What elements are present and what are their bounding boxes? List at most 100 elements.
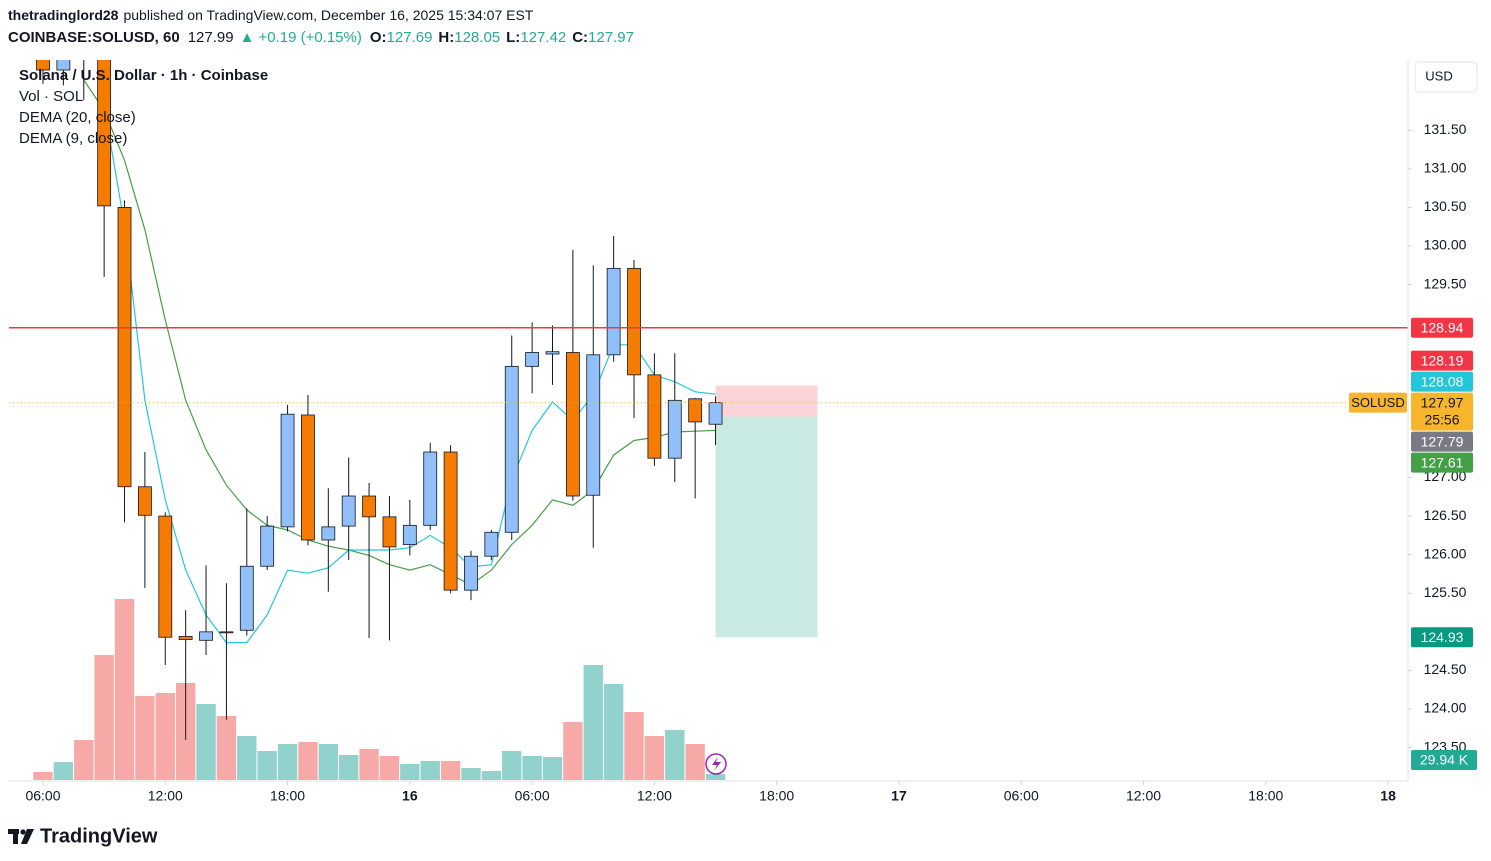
candle-body (362, 495, 376, 518)
y-tick-label: 131.50 (1424, 121, 1467, 137)
volume-bar (33, 772, 53, 780)
x-tick-label: 16 (402, 788, 418, 804)
logo-part (20, 829, 26, 835)
plot-area (9, 60, 1408, 780)
candle-body (443, 451, 458, 591)
entry-price-tag (1411, 431, 1473, 452)
candle-body (301, 414, 315, 541)
candle-body (606, 267, 621, 356)
volume-bar (135, 696, 155, 780)
volume-bar (155, 693, 175, 780)
y-tick-label: 124.00 (1424, 700, 1467, 716)
candle-body (504, 365, 519, 533)
candle-body (667, 399, 682, 459)
candle-body (484, 531, 499, 557)
x-tick-label: 12:00 (637, 788, 672, 804)
indicator-price-tag (1411, 452, 1473, 473)
candle-body (545, 351, 560, 355)
volume-bar (644, 736, 665, 780)
legend: Solana / U.S. Dollar · 1h · Coinbase Vol… (19, 67, 268, 147)
y-tick-label: 126.50 (1424, 507, 1467, 523)
currency-button[interactable]: USD (1414, 61, 1478, 93)
symbol-line: COINBASE:SOLUSD, 60 127.99 ▲ +0.19 (+0.15%)… (8, 29, 634, 46)
volume-bar (481, 771, 502, 780)
y-tick-label: 130.00 (1424, 237, 1467, 253)
published: published on TradingView.com, December 1… (123, 7, 533, 23)
candle-body (36, 60, 50, 71)
currency-button-frame[interactable] (1414, 61, 1478, 93)
indicator-line (83, 79, 716, 586)
x-tick-label: 06:00 (25, 788, 60, 804)
stop-zone (715, 385, 818, 417)
volume-bar (74, 740, 94, 780)
currency-label[interactable]: USD (1425, 68, 1452, 83)
logo-part (13, 829, 18, 844)
volume-tag-label: 29.94 K (1420, 752, 1469, 768)
alert-icon[interactable] (705, 753, 727, 775)
y-tick-label: 126.00 (1424, 545, 1467, 561)
volume-bar (624, 712, 644, 780)
ohlc-value: 127.42 (520, 29, 566, 46)
x-tick-label: 06:00 (1004, 788, 1039, 804)
ohlc-value: 127.97 (588, 29, 634, 46)
candle-body (137, 486, 152, 516)
x-tick-label: 18:00 (270, 788, 305, 804)
legend-entry: DEMA (9, close) (19, 130, 127, 147)
brand-logo: TradingView (8, 825, 158, 847)
symbol: COINBASE:SOLUSD, 60 (8, 29, 180, 46)
ohlc-key: H: (438, 29, 454, 46)
volume-tag (1411, 750, 1477, 770)
change: +0.19 (+0.15%) (258, 29, 361, 46)
ohlc-value: 127.69 (387, 29, 433, 46)
candle-body (423, 451, 438, 526)
volume-bar (196, 704, 216, 780)
volume-bar (277, 744, 298, 780)
indicator-price-tag (1411, 371, 1473, 392)
volume-bar (379, 756, 400, 780)
candle-body (178, 636, 193, 640)
y-tick-label: 125.50 (1424, 584, 1467, 600)
symbol-tag (1349, 392, 1407, 413)
volume-bar (298, 742, 318, 780)
candle-body (341, 495, 356, 527)
x-tick-label: 06:00 (515, 788, 550, 804)
ohlc-value: 128.05 (454, 29, 500, 46)
volume-bar (216, 716, 237, 780)
volume-bar (359, 749, 379, 780)
candle-body (56, 60, 71, 71)
volume-bar (114, 599, 135, 780)
volume-bar (542, 757, 563, 780)
x-tick-label: 18:00 (1248, 788, 1283, 804)
volume-bar (53, 762, 74, 780)
legend-entry: Vol · SOL (19, 88, 83, 105)
entry-price-tag-label: 127.79 (1421, 433, 1464, 449)
volume-bar (563, 722, 583, 780)
y-tick-label: 131.00 (1424, 160, 1467, 176)
ohlc-key: C: (572, 29, 588, 46)
change-arrow: ▲ (240, 29, 255, 46)
candle-body (708, 402, 723, 425)
volume-bar (705, 774, 726, 780)
candle-body (627, 267, 641, 376)
candle-body (565, 352, 580, 497)
candle-body (260, 525, 275, 567)
y-tick-label: 129.50 (1424, 275, 1467, 291)
last-price-tag-label: 127.97 (1421, 394, 1464, 410)
volume-bar (502, 751, 522, 780)
x-tick-label: 17 (891, 788, 907, 804)
target-price-tag-label: 124.93 (1421, 629, 1464, 645)
volume-bar (665, 730, 685, 780)
logo-part (21, 829, 34, 844)
volume-bar (685, 744, 705, 780)
volume-bar (339, 755, 359, 780)
publish-line: thetradinglord28 published on TradingView… (8, 7, 534, 23)
x-tick-label: 18:00 (759, 788, 794, 804)
candle-body (239, 565, 254, 631)
candle-body (321, 526, 336, 541)
volume-bar (420, 761, 440, 780)
ohlc-key: L: (506, 29, 520, 46)
legend-entry: DEMA (20, close) (19, 109, 136, 126)
candle-body (117, 206, 132, 488)
candle-body (97, 60, 112, 207)
